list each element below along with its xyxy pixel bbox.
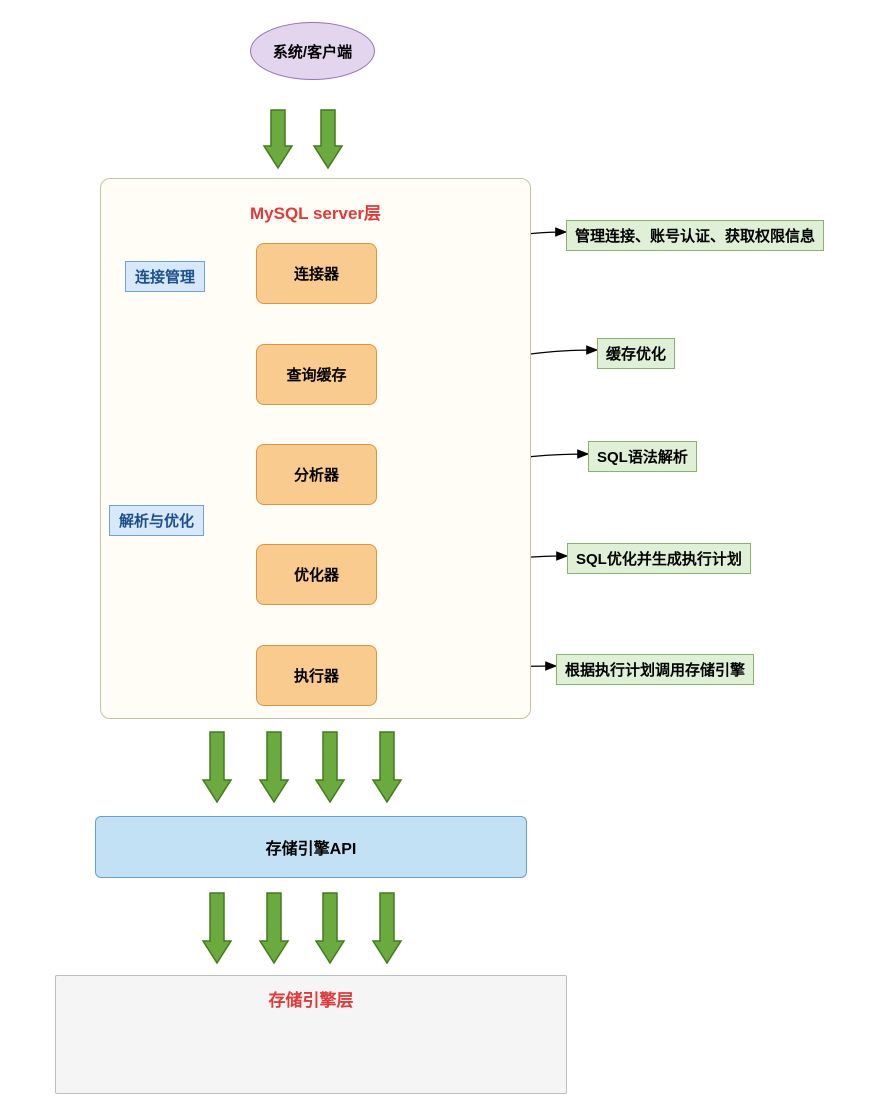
storage-layer-title: 存储引擎层 <box>55 986 567 1011</box>
client-label: 系统/客户端 <box>273 41 352 62</box>
cache-text: 查询缓存 <box>286 364 346 385</box>
annot-conn-text: 管理连接、账号认证、获取权限信息 <box>575 228 815 245</box>
storage-api-text: 存储引擎API <box>266 835 357 859</box>
annot-conn: 管理连接、账号认证、获取权限信息 <box>566 220 824 251</box>
connector-text: 连接器 <box>294 263 339 284</box>
annot-cache: 缓存优化 <box>597 338 675 369</box>
annot-cache-text: 缓存优化 <box>606 346 666 363</box>
optimizer-text: 优化器 <box>294 564 339 585</box>
executor-text: 执行器 <box>294 665 339 686</box>
annot-optimizer: SQL优化并生成执行计划 <box>567 543 751 574</box>
annot-optimizer-text: SQL优化并生成执行计划 <box>576 551 742 568</box>
analyzer-node: 分析器 <box>256 444 377 505</box>
conn-mgmt-label: 连接管理 <box>125 261 205 292</box>
parse-opt-text: 解析与优化 <box>119 513 194 530</box>
cache-node: 查询缓存 <box>256 344 377 405</box>
annot-analyzer: SQL语法解析 <box>588 441 697 472</box>
server-layer-title: MySQL server层 <box>100 199 531 224</box>
annot-analyzer-text: SQL语法解析 <box>597 449 688 466</box>
client-node: 系统/客户端 <box>250 22 375 80</box>
connector-node: 连接器 <box>256 243 377 304</box>
parse-opt-label: 解析与优化 <box>109 505 204 536</box>
conn-mgmt-text: 连接管理 <box>135 269 195 286</box>
annot-executor-text: 根据执行计划调用存储引擎 <box>565 662 745 679</box>
analyzer-text: 分析器 <box>294 464 339 485</box>
optimizer-node: 优化器 <box>256 544 377 605</box>
storage-api-box: 存储引擎API <box>95 816 527 878</box>
annot-executor: 根据执行计划调用存储引擎 <box>556 654 754 685</box>
executor-node: 执行器 <box>256 645 377 706</box>
